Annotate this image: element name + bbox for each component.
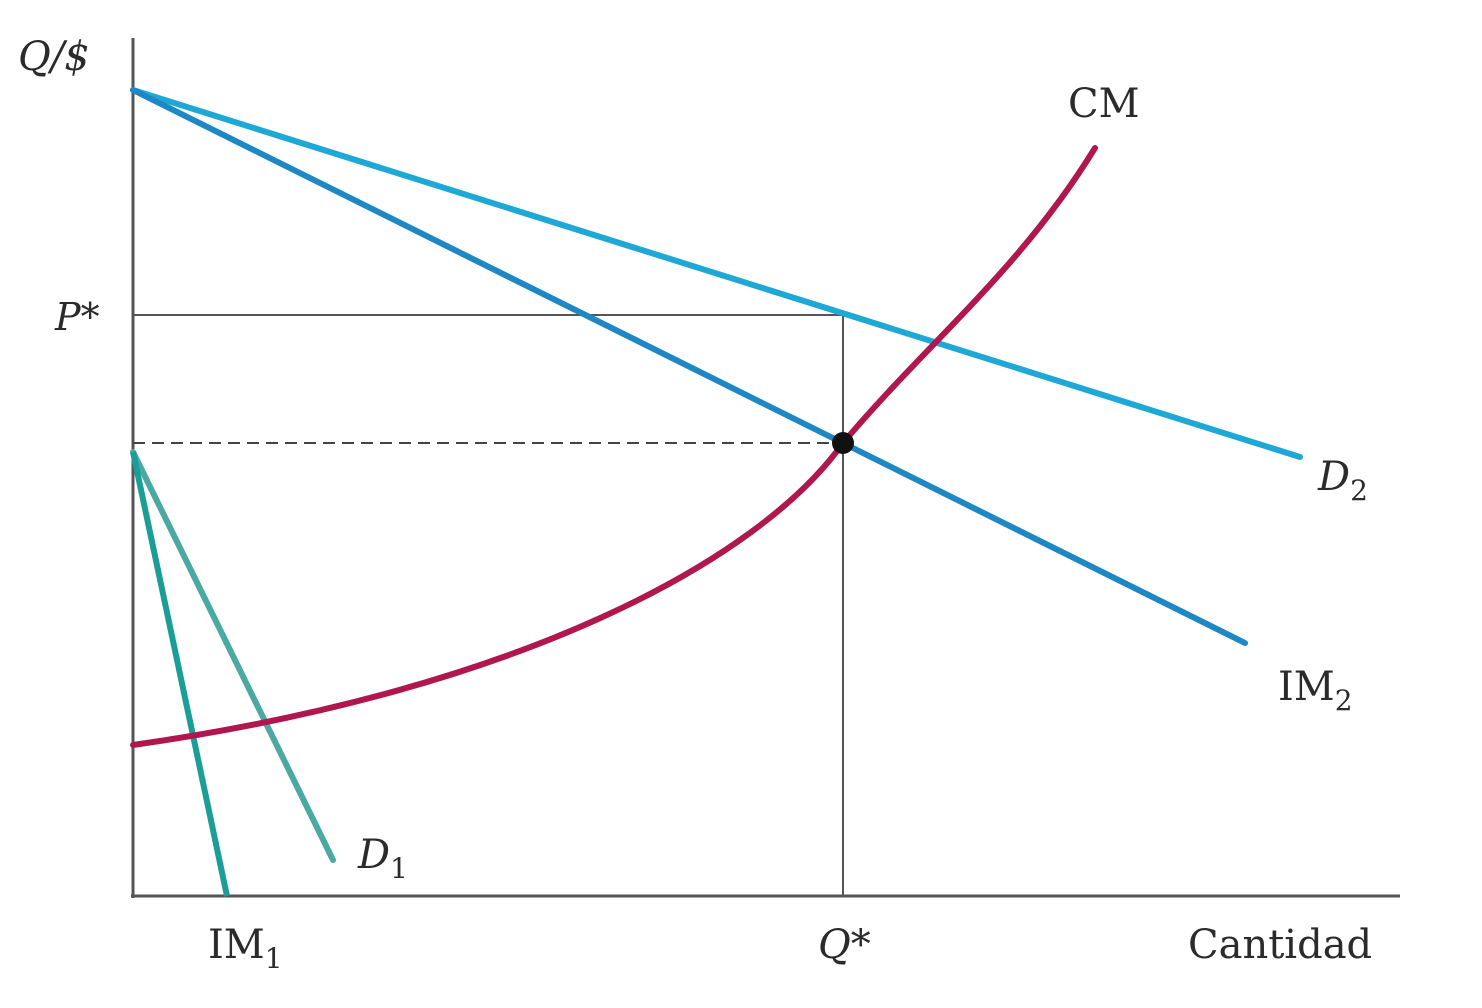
y-axis-label: Q/$ xyxy=(18,34,90,80)
im2-curve xyxy=(130,87,1248,646)
d2-label-sub: 2 xyxy=(1350,474,1368,507)
d1-label: D1 xyxy=(357,832,408,885)
im2-label: IM2 xyxy=(1278,664,1353,717)
im2-label-base: IM xyxy=(1278,664,1335,710)
d1-label-sub: 1 xyxy=(390,852,408,885)
im1-label: IM1 xyxy=(208,922,283,975)
im1-label-base: IM xyxy=(208,922,265,968)
cm-curve xyxy=(130,145,1098,748)
d2-label-base: D xyxy=(1317,454,1350,500)
p-star-label: P* xyxy=(54,295,100,339)
cm-label: CM xyxy=(1068,81,1140,127)
d1-label-base: D xyxy=(357,832,390,878)
x-axis-label: Cantidad xyxy=(1188,922,1372,968)
im1-label-sub: 1 xyxy=(265,942,283,975)
im2-label-sub: 2 xyxy=(1335,684,1353,717)
d2-curve xyxy=(130,87,1303,460)
im1-curve xyxy=(130,451,230,897)
d1-curve xyxy=(130,449,336,863)
equilibrium-point xyxy=(832,432,854,454)
q-star-label: Q* xyxy=(818,922,871,968)
d2-label: D2 xyxy=(1317,454,1368,507)
